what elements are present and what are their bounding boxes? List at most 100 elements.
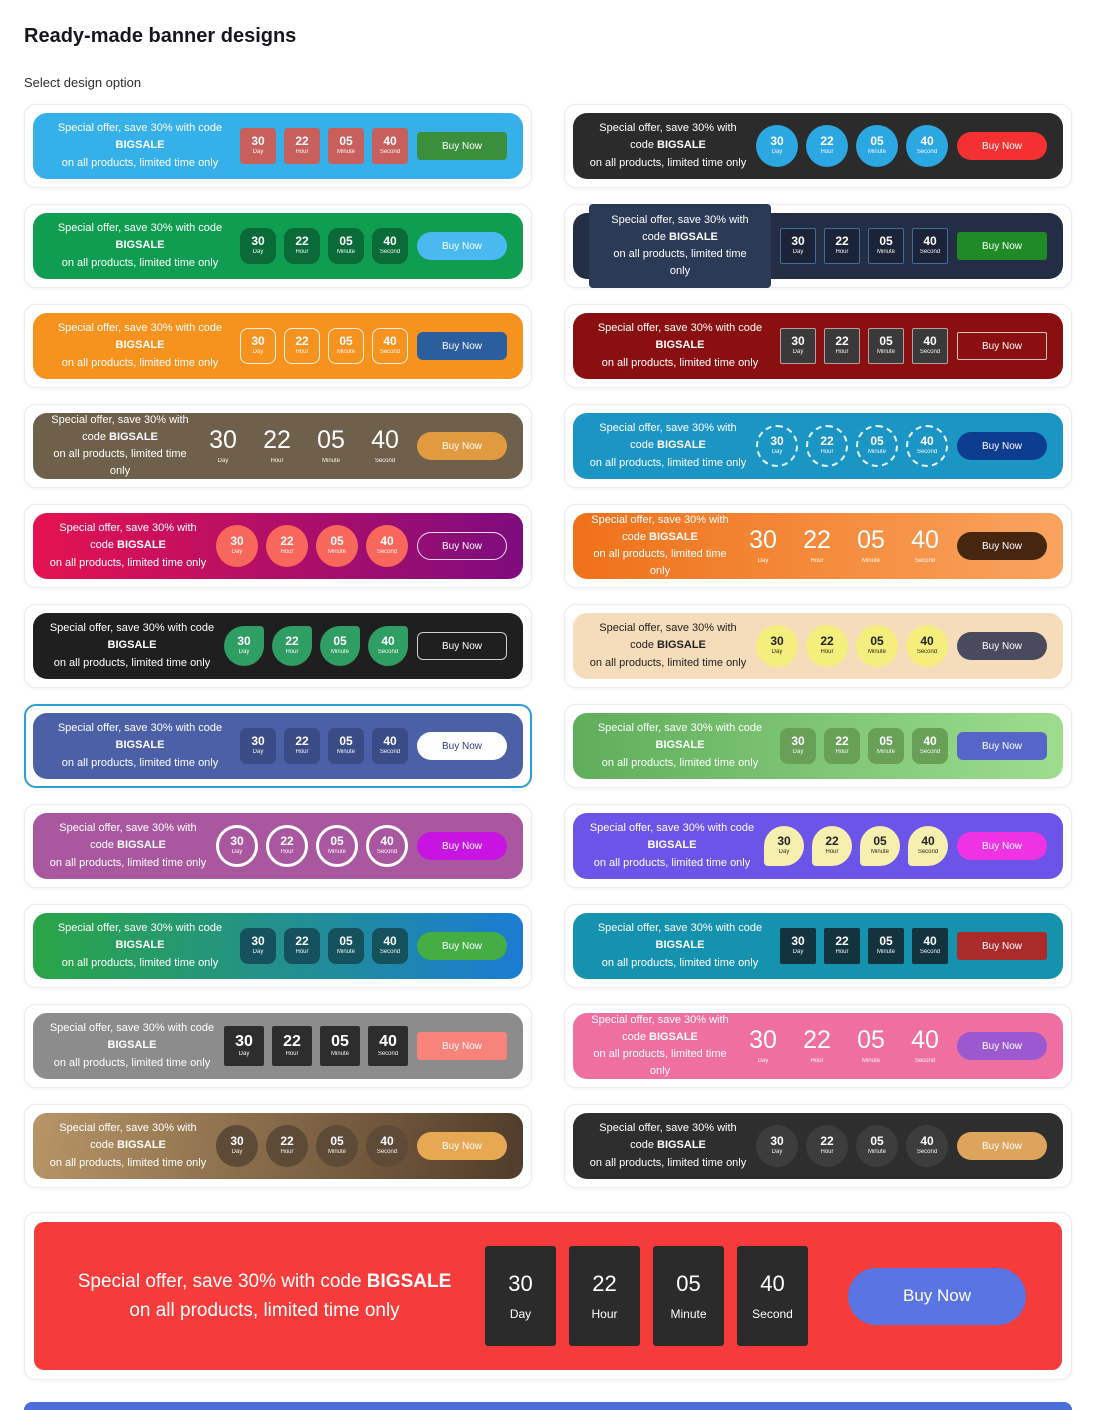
buy-now-button[interactable]: Buy Now [417, 632, 507, 660]
timer-unit-day: 30 Day [216, 525, 258, 567]
design-option[interactable]: Special offer, save 30% with code BIGSAL… [24, 504, 532, 588]
design-option[interactable]: Special offer, save 30% with code BIGSAL… [24, 404, 532, 488]
buy-now-button[interactable]: Buy Now [957, 532, 1047, 560]
design-option[interactable]: Special offer, save 30% with code BIGSAL… [564, 1104, 1072, 1188]
timer-unit-hour: 22 Hour [806, 625, 848, 667]
design-option[interactable]: Special offer, save 30% with code BIGSAL… [564, 1004, 1072, 1088]
bottom-action-bar[interactable] [24, 1402, 1072, 1410]
timer-unit-day: 30 Day [485, 1246, 556, 1346]
timer-unit-minute: 05 Minute [868, 228, 904, 264]
timer-unit-minute: 05 Minute [320, 626, 360, 666]
countdown-timer: 30 Day 22 Hour 05 Minute 40 Second [224, 1026, 408, 1066]
timer-unit-day: 30 Day [216, 825, 258, 867]
buy-now-button[interactable]: Buy Now [957, 1132, 1047, 1160]
buy-now-button[interactable]: Buy Now [417, 732, 507, 760]
design-option[interactable]: Special offer, save 30% with code BIGSAL… [564, 104, 1072, 188]
banner-text: Special offer, save 30% with code BIGSAL… [589, 1122, 747, 1169]
buy-now-button[interactable]: Buy Now [957, 132, 1047, 160]
banner-green-dark-boxes: Special offer, save 30% with code BIGSAL… [33, 213, 523, 279]
buy-now-button[interactable]: Buy Now [957, 232, 1047, 260]
design-option[interactable]: Special offer, save 30% with code BIGSAL… [24, 904, 532, 988]
design-option[interactable]: Special offer, save 30% with code BIGSAL… [24, 604, 532, 688]
buy-now-button[interactable]: Buy Now [417, 132, 507, 160]
timer-unit-hour: 22 Hour [284, 928, 320, 964]
buy-now-button[interactable]: Buy Now [957, 632, 1047, 660]
design-option[interactable]: Special offer, save 30% with code BIGSAL… [564, 804, 1072, 888]
countdown-timer: 30 Day 22 Hour 05 Minute 40 Second [240, 728, 408, 764]
buy-now-button[interactable]: Buy Now [957, 832, 1047, 860]
timer-unit-hour: 22 Hour [824, 228, 860, 264]
timer-unit-hour: 22 Hour [824, 328, 860, 364]
timer-unit-minute: 05 Minute [316, 1125, 358, 1167]
design-option[interactable]: Special offer, save 30% with code BIGSAL… [564, 304, 1072, 388]
timer-unit-second: 40 Second [906, 425, 948, 467]
buy-now-button[interactable]: Buy Now [957, 432, 1047, 460]
design-option[interactable]: Special offer, save 30% with code BIGSAL… [564, 504, 1072, 588]
design-option[interactable]: Special offer, save 30% with code BIGSAL… [24, 104, 532, 188]
banner-green-gradient-boxes: Special offer, save 30% with code BIGSAL… [573, 713, 1063, 779]
timer-unit-day: 30 Day [209, 425, 237, 465]
design-option[interactable]: Special offer, save 30% with code BIGSAL… [24, 1004, 532, 1088]
countdown-timer: 30 Day 22 Hour 05 Minute 40 Second [780, 328, 948, 364]
buy-now-button[interactable]: Buy Now [417, 832, 507, 860]
timer-unit-minute: 05 Minute [328, 228, 364, 264]
design-option[interactable]: Special offer, save 30% with code BIGSAL… [24, 304, 532, 388]
timer-unit-hour: 22 Hour [284, 728, 320, 764]
countdown-timer: 30 Day 22 Hour 05 Minute 40 Second [756, 625, 948, 667]
banner-taupe-plain-numbers: Special offer, save 30% with code BIGSAL… [33, 413, 523, 479]
timer-unit-minute: 05 Minute [328, 728, 364, 764]
countdown-timer: 30 Day 22 Hour 05 Minute 40 Second [240, 928, 408, 964]
timer-unit-minute: 05 Minute [857, 1025, 885, 1065]
banner-maroon-gray-boxes: Special offer, save 30% with code BIGSAL… [573, 313, 1063, 379]
buy-now-button[interactable]: Buy Now [957, 332, 1047, 360]
countdown-timer: 30 Day 22 Hour 05 Minute 40 Second [756, 1125, 948, 1167]
buy-now-button[interactable]: Buy Now [417, 532, 507, 560]
banner-text: Special offer, save 30% with code BIGSAL… [57, 222, 223, 269]
design-option[interactable]: Special offer, save 30% with code BIGSAL… [564, 203, 1072, 289]
timer-unit-second: 40 Second [368, 626, 408, 666]
design-option[interactable]: Special offer, save 30% with code BIGSAL… [24, 204, 532, 288]
timer-unit-minute: 05 Minute [856, 1125, 898, 1167]
timer-unit-second: 40 Second [737, 1246, 808, 1346]
banner-text: Special offer, save 30% with code BIGSAL… [589, 622, 747, 669]
buy-now-button[interactable]: Buy Now [417, 1032, 507, 1060]
design-option[interactable]: Special offer, save 30% with code BIGSAL… [564, 604, 1072, 688]
banner-text: Special offer, save 30% with code BIGSAL… [49, 522, 207, 569]
design-option[interactable]: Special offer, save 30% with code BIGSAL… [564, 704, 1072, 788]
timer-unit-day: 30 Day [240, 728, 276, 764]
design-option[interactable]: Special offer, save 30% with code BIGSAL… [24, 1104, 532, 1188]
buy-now-button[interactable]: Buy Now [957, 732, 1047, 760]
countdown-timer: 30 Day 22 Hour 05 Minute 40 Second [740, 1026, 948, 1067]
timer-unit-minute: 05 Minute [856, 625, 898, 667]
timer-unit-hour: 22 Hour [803, 1025, 831, 1065]
banner-green-blue-gradient: Special offer, save 30% with code BIGSAL… [33, 913, 523, 979]
countdown-timer: 30 Day 22 Hour 05 Minute 40 Second [780, 228, 948, 264]
timer-unit-hour: 22 Hour [806, 425, 848, 467]
timer-unit-day: 30 Day [780, 228, 816, 264]
buy-now-button[interactable]: Buy Now [417, 1132, 507, 1160]
design-option[interactable]: Special offer, save 30% with code BIGSAL… [564, 904, 1072, 988]
design-option-selected[interactable]: Special offer, save 30% with code BIGSAL… [24, 704, 532, 788]
timer-unit-minute: 05 Minute [860, 826, 900, 866]
buy-now-button[interactable]: Buy Now [417, 332, 507, 360]
countdown-timer: 30 Day 22 Hour 05 Minute 40 Second [764, 826, 948, 866]
timer-unit-day: 30 Day [224, 626, 264, 666]
timer-unit-second: 40 Second [366, 825, 408, 867]
banner-cream-yellow-circles: Special offer, save 30% with code BIGSAL… [573, 613, 1063, 679]
buy-now-button[interactable]: Buy Now [848, 1267, 1026, 1325]
buy-now-button[interactable]: Buy Now [957, 932, 1047, 960]
buy-now-button[interactable]: Buy Now [417, 432, 507, 460]
timer-unit-hour: 22 Hour [806, 1125, 848, 1167]
design-option[interactable]: Special offer, save 30% with code BIGSAL… [24, 804, 532, 888]
buy-now-button[interactable]: Buy Now [417, 932, 507, 960]
timer-unit-day: 30 Day [780, 728, 816, 764]
timer-unit-second: 40 Second [366, 525, 408, 567]
timer-unit-day: 30 Day [240, 228, 276, 264]
timer-unit-day: 30 Day [240, 128, 276, 164]
buy-now-button[interactable]: Buy Now [417, 232, 507, 260]
page-title: Ready-made banner designs [24, 25, 297, 47]
timer-unit-hour: 22 Hour [803, 525, 831, 565]
design-option[interactable]: Special offer, save 30% with code BIGSAL… [564, 404, 1072, 488]
buy-now-button[interactable]: Buy Now [957, 1032, 1047, 1060]
banner-gray-dark-boxes: Special offer, save 30% with code BIGSAL… [33, 1013, 523, 1079]
